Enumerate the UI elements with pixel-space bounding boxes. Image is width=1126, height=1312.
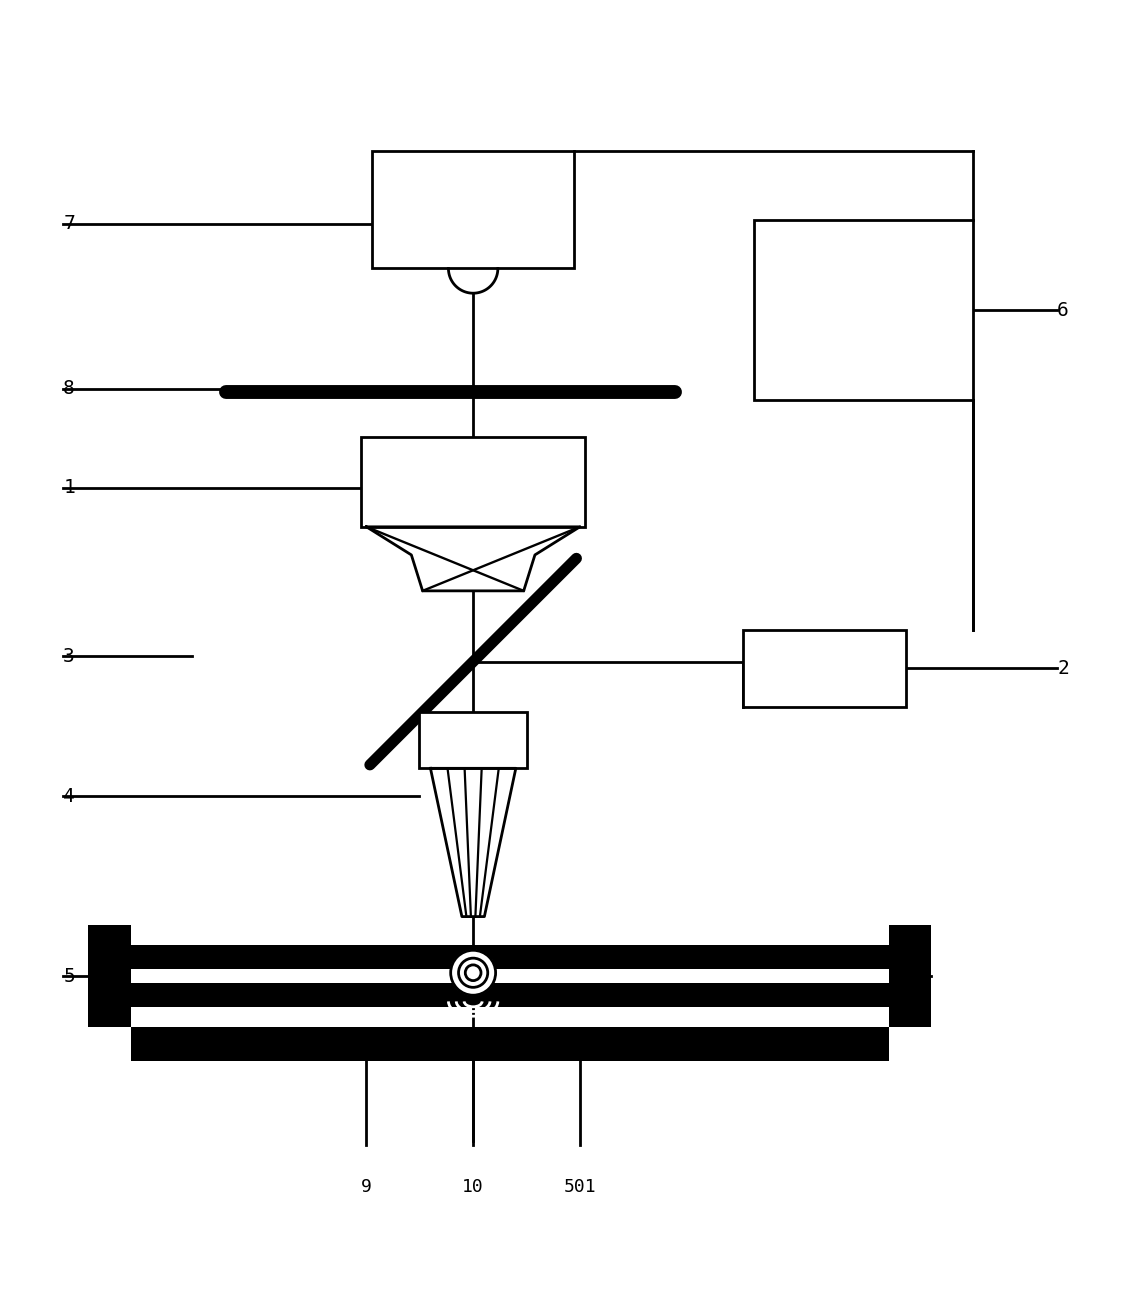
Bar xyxy=(131,968,888,984)
Polygon shape xyxy=(366,527,580,590)
Bar xyxy=(888,925,931,1027)
Text: 4: 4 xyxy=(63,787,75,806)
Bar xyxy=(360,437,586,527)
Bar xyxy=(754,220,973,400)
Text: 5: 5 xyxy=(63,967,75,985)
Bar xyxy=(131,1027,888,1061)
Text: 2: 2 xyxy=(1057,659,1069,678)
Bar xyxy=(743,630,905,707)
Text: 1: 1 xyxy=(63,478,75,497)
Text: 502: 502 xyxy=(900,967,932,985)
Text: 10: 10 xyxy=(463,1178,484,1197)
Text: 9: 9 xyxy=(361,1178,372,1197)
Polygon shape xyxy=(430,769,516,917)
Text: 501: 501 xyxy=(563,1178,596,1197)
Circle shape xyxy=(450,950,495,996)
Bar xyxy=(372,151,574,269)
Bar xyxy=(419,712,527,769)
Text: 6: 6 xyxy=(1057,300,1069,320)
Bar xyxy=(131,945,888,1008)
Text: 7: 7 xyxy=(63,214,75,234)
Text: 3: 3 xyxy=(63,647,75,665)
Bar xyxy=(88,925,131,1027)
Text: 8: 8 xyxy=(63,379,75,398)
